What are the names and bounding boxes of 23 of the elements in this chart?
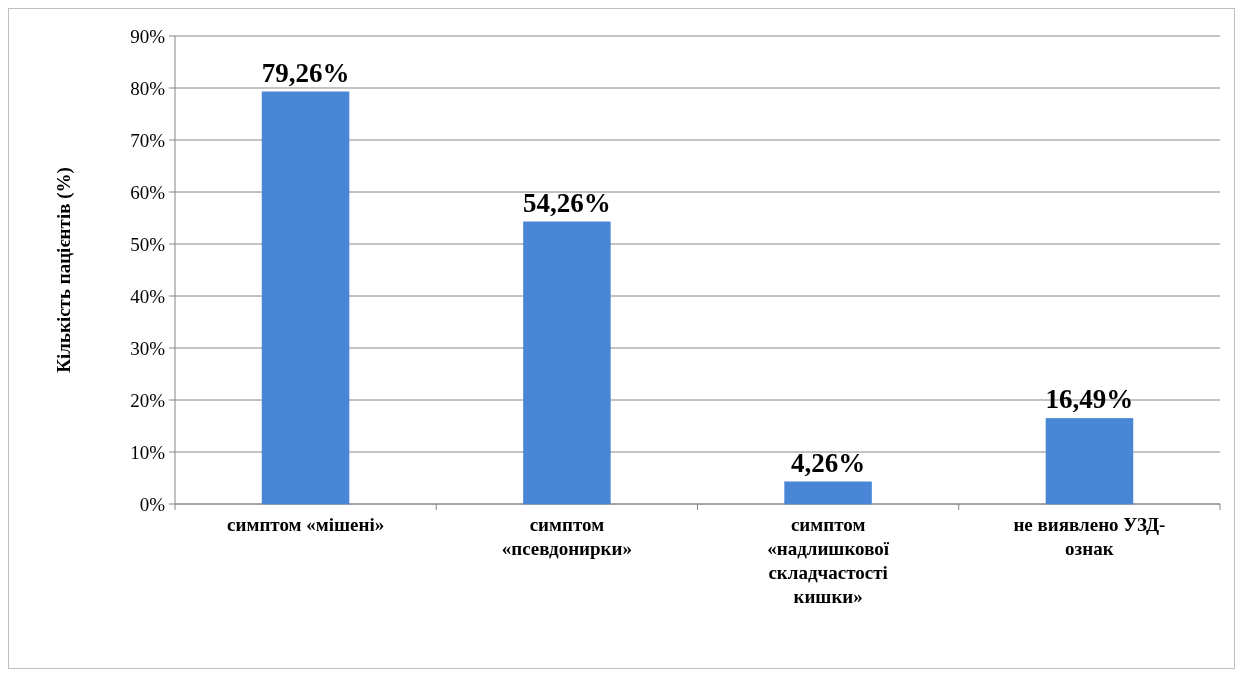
x-tick-label: не виявлено УЗД-ознак bbox=[1013, 514, 1166, 559]
bar bbox=[261, 91, 350, 505]
y-tick-label: 40% bbox=[130, 285, 166, 307]
y-tick-label: 70% bbox=[130, 129, 166, 151]
data-label: 79,26% bbox=[261, 57, 350, 88]
y-tick-label: 60% bbox=[130, 181, 166, 203]
bar bbox=[523, 221, 611, 505]
y-axis-title: Кількість пацієнтів (%) bbox=[53, 167, 75, 373]
y-tick-label: 50% bbox=[130, 233, 166, 255]
y-tick-label: 30% bbox=[130, 337, 166, 359]
x-tick-label: симптом «мішені» bbox=[227, 514, 385, 535]
y-tick-label: 90% bbox=[130, 25, 166, 47]
y-tick-label: 80% bbox=[130, 77, 166, 99]
data-label: 16,49% bbox=[1045, 384, 1134, 415]
data-label: 54,26% bbox=[522, 187, 611, 218]
y-tick-label: 0% bbox=[139, 493, 166, 515]
y-tick-label: 20% bbox=[130, 389, 166, 411]
x-tick-label: симптом «надлишкової складчастості кишки» bbox=[767, 514, 890, 607]
y-tick-label: 10% bbox=[130, 441, 166, 463]
bar bbox=[784, 481, 872, 505]
data-label: 4,26% bbox=[791, 447, 866, 478]
x-tick-label: симптом «псевдонирки» bbox=[501, 514, 633, 559]
bar bbox=[1045, 418, 1134, 505]
